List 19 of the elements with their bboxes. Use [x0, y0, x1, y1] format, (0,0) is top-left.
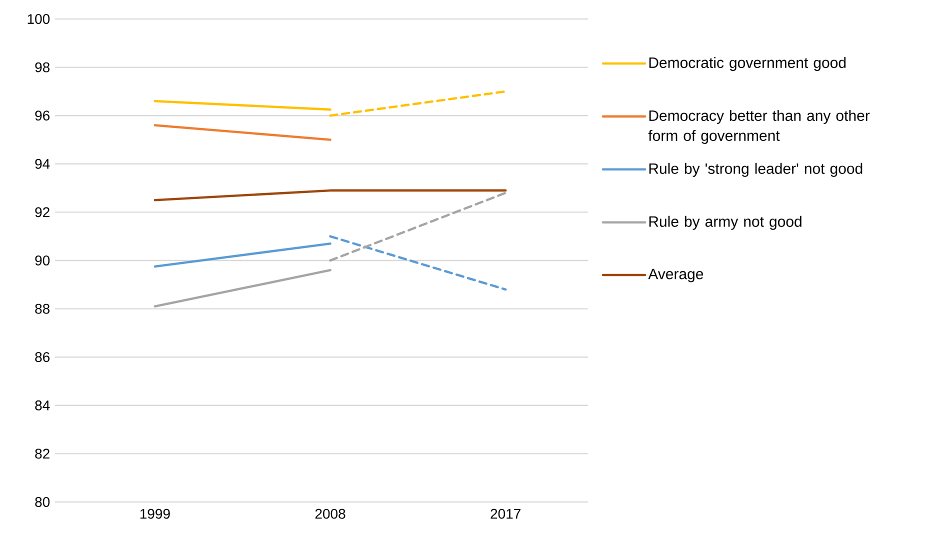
y-tick-label: 86	[35, 352, 50, 362]
x-tick-label: 1999	[140, 508, 170, 519]
x-tick-label: 2008	[315, 508, 346, 519]
y-tick-label: 80	[35, 497, 50, 507]
y-tick-label: 94	[35, 158, 50, 169]
y-tick-label: 84	[35, 400, 50, 410]
y-tick-label: 88	[35, 304, 50, 314]
y-tick-label: 90	[35, 256, 50, 266]
legend-label: Democratic government good	[649, 56, 846, 71]
legend-label: Average	[648, 268, 704, 282]
x-tick-label: 2017	[490, 508, 520, 519]
legend-label: Rule by army not good	[649, 216, 802, 230]
y-tick-label: 98	[35, 62, 50, 72]
y-tick-label: 92	[35, 207, 50, 218]
legend-label: Rule by 'strong leader' not good	[649, 162, 862, 177]
y-tick-label: 100	[28, 14, 50, 24]
y-tick-label: 82	[35, 448, 50, 459]
legend-label: Democracy better than any other form of government	[648, 110, 870, 144]
y-tick-label: 96	[35, 110, 50, 121]
